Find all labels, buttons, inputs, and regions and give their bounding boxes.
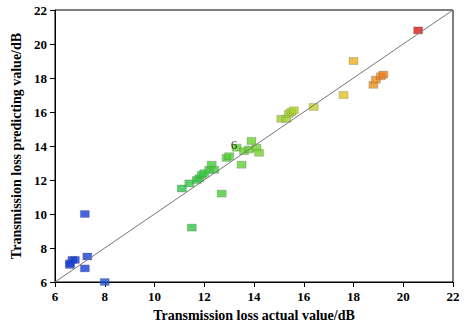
svg-text:16: 16 xyxy=(297,289,311,304)
svg-text:8: 8 xyxy=(102,289,109,304)
svg-text:10: 10 xyxy=(148,289,161,304)
svg-text:22: 22 xyxy=(447,289,460,304)
svg-text:14: 14 xyxy=(248,289,262,304)
svg-text:12: 12 xyxy=(198,289,211,304)
svg-text:18: 18 xyxy=(347,289,361,304)
svg-text:10: 10 xyxy=(34,207,47,222)
svg-text:Transmission loss predicting v: Transmission loss predicting value/dB xyxy=(9,33,24,259)
svg-text:18: 18 xyxy=(34,71,48,86)
svg-text:14: 14 xyxy=(34,139,48,154)
svg-text:6: 6 xyxy=(41,275,48,290)
svg-text:Transmission loss actual value: Transmission loss actual value/dB xyxy=(153,308,355,323)
svg-text:16: 16 xyxy=(34,105,48,120)
svg-text:12: 12 xyxy=(34,173,47,188)
svg-text:20: 20 xyxy=(397,289,410,304)
svg-text:6: 6 xyxy=(231,137,238,152)
svg-text:22: 22 xyxy=(34,3,47,18)
svg-text:20: 20 xyxy=(34,37,47,52)
svg-text:6: 6 xyxy=(52,289,59,304)
svg-text:8: 8 xyxy=(41,241,48,256)
